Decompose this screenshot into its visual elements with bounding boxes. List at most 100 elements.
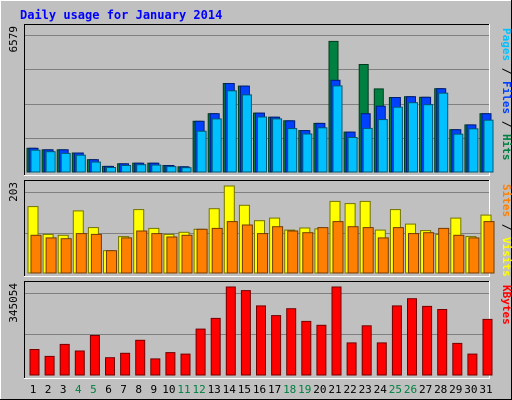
panel-legend: Sites / Visits [500, 184, 512, 277]
legend-part: / [500, 114, 512, 134]
bar-sites-day-30 [468, 237, 480, 274]
bar-pages-day-17 [272, 118, 283, 173]
x-tick-label: 24 [374, 383, 388, 396]
bar-sites-day-12 [196, 228, 208, 274]
bar-sites-day-7 [121, 237, 133, 274]
bar-sites-day-11 [181, 234, 193, 274]
bar-kbytes-day-5 [89, 335, 100, 376]
bar-pages-day-10 [166, 166, 177, 173]
bar-kbytes-day-31 [482, 318, 493, 376]
legend-part: Sites [500, 184, 512, 217]
bar-pages-day-28 [438, 92, 449, 173]
legend-part: / [500, 61, 512, 81]
bar-sites-day-26 [408, 233, 419, 274]
x-tick-label: 5 [90, 383, 97, 396]
bar-kbytes-day-15 [240, 290, 251, 376]
bar-pages-day-30 [468, 128, 479, 173]
chart-panels: 6579 Pages / Files / Hits 203 Sites / Visit… [7, 24, 512, 379]
x-tick-label: 6 [105, 383, 112, 396]
x-tick-label: 13 [208, 383, 221, 396]
bar-kbytes-day-29 [452, 342, 463, 376]
bar-kbytes-day-12 [195, 328, 206, 376]
bar-pages-day-31 [483, 119, 494, 173]
bar-pages-day-16 [257, 116, 267, 173]
bar-kbytes-day-17 [271, 315, 282, 376]
bar-sites-day-24 [377, 237, 389, 274]
legend-part: Hits [500, 134, 512, 161]
bar-kbytes-day-8 [135, 339, 146, 376]
x-tick-label: 10 [162, 383, 175, 396]
bar-kbytes-day-21 [331, 286, 342, 376]
bar-pages-day-4 [75, 154, 86, 173]
bar-pages-day-23 [362, 127, 373, 173]
bar-pages-day-15 [241, 94, 252, 173]
x-tick-label: 8 [135, 383, 142, 396]
x-tick-label: 21 [328, 383, 341, 396]
bar-sites-day-19 [302, 232, 314, 274]
bar-sites-day-17 [272, 226, 284, 274]
panel-1: 6579 Pages / Files / Hits [7, 24, 512, 176]
x-tick-label: 22 [343, 383, 356, 396]
bar-sites-day-16 [257, 233, 268, 274]
bar-kbytes-day-22 [346, 342, 357, 376]
x-tick-label: 31 [479, 383, 492, 396]
legend-part: Visits [500, 237, 512, 277]
bar-sites-day-5 [90, 233, 102, 274]
panel-3: 345054 KBytes [7, 281, 512, 379]
bar-pages-day-11 [181, 167, 192, 173]
bar-kbytes-day-6 [105, 357, 115, 376]
x-tick-label: 15 [238, 383, 251, 396]
bar-pages-day-8 [136, 164, 147, 173]
bar-kbytes-day-19 [301, 320, 312, 376]
bar-pages-day-25 [392, 106, 403, 173]
x-tick-label: 26 [404, 383, 417, 396]
panel-max-label: 203 [7, 182, 20, 202]
bar-pages-day-24 [377, 119, 388, 173]
bar-kbytes-day-14 [225, 286, 236, 376]
bar-pages-day-26 [408, 102, 418, 173]
legend-part: Files [500, 81, 512, 114]
panel-max-label: 345054 [7, 283, 20, 323]
bar-sites-day-23 [362, 227, 374, 274]
panel-2: 203 Sites / Visits [7, 180, 512, 277]
bar-kbytes-day-24 [376, 342, 387, 376]
x-tick-label: 3 [60, 383, 67, 396]
x-tick-label: 12 [192, 383, 205, 396]
legend-part: Pages [500, 28, 512, 61]
legend-part: / [500, 217, 512, 237]
bar-sites-day-4 [75, 233, 87, 274]
bar-kbytes-day-10 [165, 352, 176, 376]
bar-pages-day-14 [226, 90, 237, 173]
bar-sites-day-25 [392, 227, 404, 274]
bar-kbytes-day-18 [286, 308, 297, 376]
bar-sites-day-10 [166, 236, 178, 274]
bar-pages-day-5 [90, 161, 101, 173]
bar-kbytes-day-23 [361, 325, 372, 376]
bar-sites-day-28 [438, 227, 450, 274]
bar-kbytes-day-2 [44, 355, 55, 376]
bar-pages-day-29 [453, 133, 464, 173]
bar-sites-day-18 [287, 230, 299, 274]
x-tick-label: 20 [313, 383, 326, 396]
x-tick-label: 7 [120, 383, 127, 396]
x-tick-label: 2 [45, 383, 52, 396]
bar-sites-day-8 [136, 230, 148, 274]
bar-kbytes-day-11 [180, 353, 191, 376]
x-tick-label: 30 [464, 383, 477, 396]
bar-pages-day-6 [106, 167, 116, 173]
bar-kbytes-day-30 [467, 353, 478, 376]
bar-sites-day-31 [483, 221, 495, 274]
bar-sites-day-13 [211, 227, 223, 274]
bar-pages-day-3 [60, 152, 71, 173]
bar-kbytes-day-25 [391, 305, 402, 376]
x-tick-label: 1 [30, 383, 37, 396]
bar-pages-day-13 [211, 118, 222, 173]
x-tick-label: 29 [449, 383, 462, 396]
bar-kbytes-day-28 [437, 309, 448, 376]
bar-kbytes-day-7 [120, 352, 131, 376]
panel-legend: Pages / Files / Hits [500, 28, 512, 161]
bar-kbytes-day-4 [74, 350, 85, 376]
bar-kbytes-day-20 [316, 324, 327, 376]
x-tick-label: 23 [359, 383, 372, 396]
bar-sites-day-14 [226, 221, 238, 274]
